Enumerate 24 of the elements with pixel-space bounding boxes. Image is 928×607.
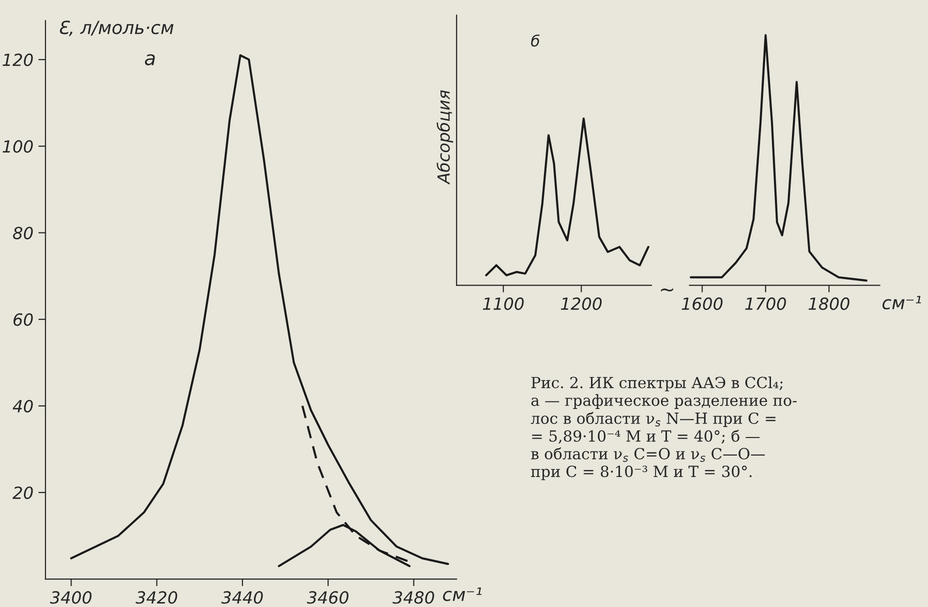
x-tick-label: 1100 <box>482 297 524 310</box>
x-axis-title: см⁻¹ <box>882 296 921 310</box>
x-tick-label: 3440 <box>221 591 263 604</box>
text: ~ <box>660 288 674 292</box>
y-axis-title: Ɛ, л/моль·см <box>60 20 174 36</box>
y-tick-label: 40 <box>12 400 33 412</box>
x-axis-title: см⁻¹ <box>443 588 482 602</box>
text: Рис. 2. ИК спектры ААЭ в CCl₄; а — графическое разделение по- лос в области ν$_{s}$ N—H при C = = 5,89·10⁻⁴ M и T = 40°; б — в области ν$_{s}$ C=O и ν$_{s}$ C—O— при C = 8·10⁻³ M и T = 30°. <box>530 376 797 480</box>
y-tick-label: 20 <box>12 486 33 500</box>
x-tick-label: 3420 <box>136 591 178 604</box>
x-tick-label: 3460 <box>306 591 348 604</box>
annotation: а <box>144 54 155 66</box>
y-tick-label: 100 <box>2 140 33 153</box>
y-tick-label: 60 <box>14 313 33 326</box>
x-tick-label: 3480 <box>392 591 434 604</box>
x-tick-label: 1800 <box>808 297 850 310</box>
y-axis-title: Абсорбция <box>436 90 454 185</box>
x-tick-label: 1200 <box>560 297 602 310</box>
text: б <box>531 34 540 47</box>
y-tick-label: 80 <box>13 226 33 240</box>
x-tick-label: 1600 <box>682 297 723 310</box>
y-tick-label: 120 <box>2 54 33 66</box>
x-tick-label: 3400 <box>50 591 92 604</box>
x-tick-label: 1700 <box>745 297 786 310</box>
